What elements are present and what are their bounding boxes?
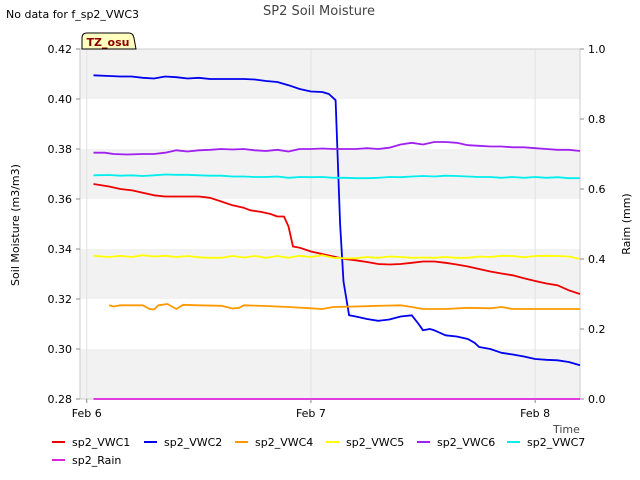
no-data-note: No data for f_sp2_VWC3 (6, 8, 139, 21)
x-axis: Feb 6 Feb 7 Feb 8 (72, 399, 550, 420)
legend-label: sp2_VWC6 (437, 436, 495, 449)
y-tick-label: 0.30 (48, 343, 73, 356)
series-line-sp2_VWC1 (93, 183, 581, 295)
series-line-sp2_VWC4 (108, 303, 580, 311)
tz-badge-label: TZ_osu (87, 36, 130, 49)
series-line-sp2_VWC5 (93, 254, 581, 260)
y2-tick-label: 0.6 (588, 183, 606, 196)
y-tick-label: 0.40 (48, 93, 73, 106)
legend-label: sp2_VWC2 (164, 436, 222, 449)
right-y-axis: 0.0 0.2 0.4 0.6 0.8 1.0 (580, 43, 606, 406)
series-line-sp2_VWC6 (93, 141, 581, 156)
x-axis-label: Time (552, 423, 580, 436)
y-tick-label: 0.38 (48, 143, 73, 156)
legend-item: sp2_VWC2 (144, 436, 222, 449)
legend-item: sp2_VWC5 (326, 436, 404, 449)
vertical-gridlines (86, 49, 536, 399)
legend: sp2_VWC1 sp2_VWC2 sp2_VWC4 sp2_VWC5 sp2_VWC6… (52, 436, 585, 467)
legend-item: sp2_Rain (52, 454, 121, 467)
legend-item: sp2_VWC7 (507, 436, 585, 449)
legend-item: sp2_VWC6 (417, 436, 495, 449)
y2-tick-label: 0.8 (588, 113, 606, 126)
tz-badge: TZ_osu (81, 32, 137, 50)
x-tick-label: Feb 8 (520, 407, 550, 420)
tz-badge-box (81, 32, 137, 50)
y-tick-label: 0.28 (48, 393, 73, 406)
y2-tick-label: 0.4 (588, 253, 606, 266)
y2-axis-label: Raim (mm) (620, 193, 633, 254)
grid-band (80, 49, 580, 99)
y-tick-label: 0.36 (48, 193, 73, 206)
y2-tick-label: 0.0 (588, 393, 606, 406)
y-tick-label: 0.42 (48, 43, 73, 56)
series-layer (93, 74, 581, 400)
plot-background-bands (80, 49, 580, 399)
y-axis-label: Soil Moisture (m3/m3) (9, 164, 22, 286)
series-line-sp2_VWC2 (93, 74, 581, 367)
legend-label: sp2_VWC1 (72, 436, 130, 449)
series-line-sp2_VWC7 (93, 173, 580, 180)
x-tick-label: Feb 6 (72, 407, 102, 420)
grid-band (80, 149, 580, 199)
legend-item: sp2_VWC4 (235, 436, 313, 449)
legend-label: sp2_VWC4 (255, 436, 313, 449)
y-tick-label: 0.34 (48, 243, 73, 256)
left-y-axis: 0.28 0.30 0.32 0.34 0.36 0.38 0.40 0.42 (48, 43, 80, 406)
y2-tick-label: 0.2 (588, 323, 606, 336)
legend-item: sp2_VWC1 (52, 436, 130, 449)
chart-title: SP2 Soil Moisture (263, 4, 375, 19)
x-tick-label: Feb 7 (296, 407, 326, 420)
grid-band (80, 349, 580, 399)
legend-label: sp2_VWC5 (346, 436, 404, 449)
legend-label: sp2_Rain (72, 454, 121, 467)
legend-label: sp2_VWC7 (527, 436, 585, 449)
y-tick-label: 0.32 (48, 293, 73, 306)
y2-tick-label: 1.0 (588, 43, 606, 56)
